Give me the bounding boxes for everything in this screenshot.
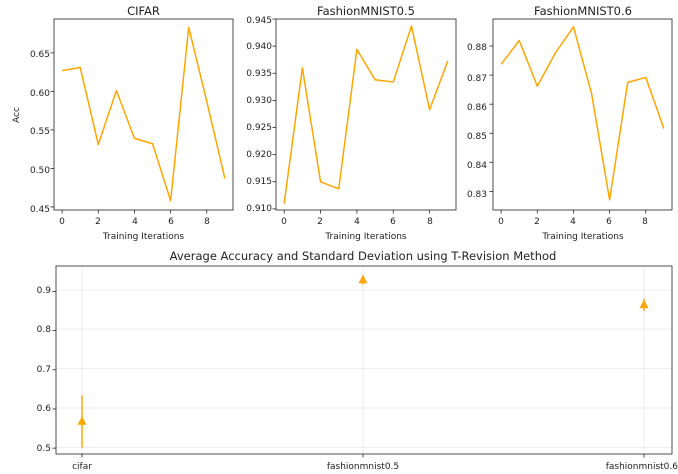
series-marks	[50, 26, 226, 214]
y-tick-label: 0.8	[37, 325, 52, 335]
y-tick-label: 0.7	[37, 365, 51, 375]
series-marks	[52, 274, 649, 458]
y-tick-labels: 0.5 0.6 0.7 0.8 0.9	[37, 286, 52, 454]
grid-lines	[56, 266, 672, 454]
x-category-label: fashionmnist0.6	[606, 462, 678, 472]
y-tick-label: 0.86	[467, 103, 487, 113]
y-tick-label: 0.6	[37, 404, 52, 414]
x-tick-label: 2	[317, 217, 323, 227]
x-category-labels: cifar fashionmnist0.5 fashionmnist0.6	[72, 462, 678, 472]
y-tick-label: 0.85	[467, 132, 487, 142]
data-point	[639, 299, 649, 309]
y-tick-label: 0.88	[467, 43, 487, 53]
series-line	[62, 26, 226, 202]
x-tick-label: 6	[168, 217, 174, 227]
data-point	[358, 274, 368, 284]
subplot-fashionmnist05: FashionMNIST0.5 Training Iterations 0.91…	[246, 4, 457, 242]
y-tick-label: 0.83	[467, 190, 487, 200]
x-axis-title: Training Iterations	[324, 232, 407, 242]
y-tick-label: 0.50	[30, 166, 50, 176]
plot-frame	[275, 18, 457, 211]
x-tick-label: 2	[534, 217, 540, 227]
series-line	[283, 25, 449, 204]
x-category-label: cifar	[72, 462, 92, 472]
x-tick-label: 0	[59, 217, 65, 227]
x-axis-title: Training Iterations	[102, 232, 185, 242]
x-tick-label: 6	[390, 217, 396, 227]
x-axis-title: Training Iterations	[541, 232, 624, 242]
y-tick-label: 0.65	[30, 50, 50, 60]
x-tick-labels: 0 2 4 6 8	[59, 217, 210, 227]
data-point	[77, 416, 87, 425]
plot-frame	[492, 18, 673, 211]
y-axis-title: Acc	[12, 107, 22, 123]
y-tick-label: 0.5	[37, 444, 51, 454]
plot-frame	[53, 18, 234, 211]
chart-title: CIFAR	[127, 4, 160, 18]
x-tick-label: 4	[570, 217, 576, 227]
x-tick-label: 0	[281, 217, 287, 227]
y-tick-label: 0.940	[246, 42, 272, 52]
chart-title: FashionMNIST0.6	[534, 4, 632, 18]
y-tick-label: 0.915	[246, 177, 272, 187]
y-tick-label: 0.910	[246, 204, 272, 214]
y-tick-label: 0.55	[30, 127, 50, 137]
series-marks	[272, 18, 449, 214]
x-tick-label: 8	[642, 217, 648, 227]
y-tick-labels: 0.83 0.84 0.85 0.86 0.87 0.88	[467, 43, 487, 200]
x-tick-label: 2	[95, 217, 101, 227]
series-line	[500, 26, 665, 201]
x-tick-label: 4	[132, 217, 138, 227]
x-tick-labels: 0 2 4 6 8	[281, 217, 433, 227]
y-tick-label: 0.920	[246, 150, 272, 160]
plot-frame	[55, 265, 673, 455]
x-tick-labels: 0 2 4 6 8	[498, 217, 648, 227]
y-tick-labels: 0.910 0.915 0.920 0.925 0.930 0.935 0.94…	[246, 16, 272, 214]
chart-title: FashionMNIST0.5	[317, 4, 415, 18]
x-tick-label: 6	[606, 217, 612, 227]
y-tick-label: 0.935	[246, 69, 272, 79]
y-tick-label: 0.9	[37, 286, 52, 296]
series-marks	[489, 26, 665, 214]
y-tick-labels: 0.45 0.50 0.55 0.60 0.65	[30, 50, 50, 215]
y-tick-label: 0.945	[246, 16, 272, 26]
y-tick-label: 0.87	[467, 74, 487, 84]
x-tick-label: 4	[354, 217, 360, 227]
y-tick-label: 0.60	[30, 89, 50, 99]
y-tick-label: 0.925	[246, 123, 272, 133]
y-tick-label: 0.930	[246, 96, 272, 106]
chart-title: Average Accuracy and Standard Deviation …	[170, 249, 557, 263]
x-tick-label: 8	[427, 217, 433, 227]
subplot-fashionmnist06: FashionMNIST0.6 Training Iterations 0.83…	[467, 4, 673, 242]
x-tick-label: 0	[498, 217, 504, 227]
subplot-cifar: CIFAR Training Iterations Acc 0.45 0.50 …	[12, 4, 234, 242]
y-tick-label: 0.45	[30, 205, 50, 215]
y-tick-label: 0.84	[467, 161, 487, 171]
x-tick-label: 8	[204, 217, 210, 227]
subplot-average-accuracy: Average Accuracy and Standard Deviation …	[37, 249, 678, 472]
x-category-label: fashionmnist0.5	[327, 462, 399, 472]
